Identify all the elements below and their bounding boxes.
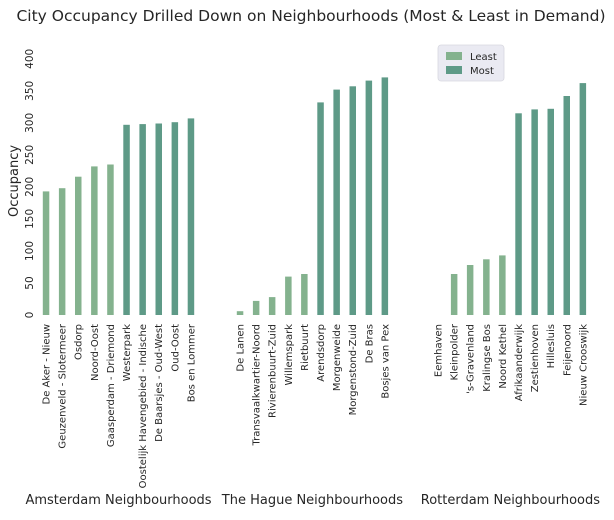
panel-0: De Aker - Nieuw Geuzenveld - Slotermeer Os… bbox=[25, 118, 212, 508]
bar-most bbox=[139, 124, 146, 315]
bar-most bbox=[333, 89, 340, 315]
x-tick-label: Noord-Oost bbox=[90, 324, 101, 381]
chart-title: City Occupancy Drilled Down on Neighbour… bbox=[16, 7, 605, 25]
x-tick-label: Kleinpolder bbox=[450, 323, 461, 380]
x-tick-label: Nieuw Crooswijk bbox=[578, 324, 589, 406]
x-tick-label: Morgenstond-Zuid bbox=[348, 324, 359, 415]
bar-most bbox=[123, 124, 130, 315]
y-tick-label: 350 bbox=[24, 81, 36, 101]
bar-most bbox=[381, 77, 389, 316]
y-tick-label: 50 bbox=[24, 276, 36, 289]
bar-least bbox=[268, 297, 276, 315]
bar-most bbox=[515, 113, 522, 316]
x-tick-label: Geuzenveld - Slotermeer bbox=[58, 323, 69, 448]
x-tick-label: Morgenweide bbox=[332, 324, 343, 391]
bar-least bbox=[301, 274, 308, 315]
x-tick-label: De Bras bbox=[364, 324, 375, 363]
panel-1: De Lanen Transvaalkwartier-Noord Rivierenb… bbox=[221, 77, 403, 508]
x-tick-label: Noord Kethel bbox=[498, 324, 509, 389]
bar-most bbox=[547, 108, 554, 315]
x-tick-label: Osdorp bbox=[74, 324, 85, 360]
x-axis-label: Amsterdam Neighbourhoods bbox=[25, 493, 211, 508]
y-tick-label: 400 bbox=[24, 49, 36, 69]
x-tick-label: Willemspark bbox=[284, 324, 295, 386]
bar-most bbox=[187, 118, 195, 316]
bar-most bbox=[171, 122, 179, 315]
chart-panels: De Aker - Nieuw Geuzenveld - Slotermeer Os… bbox=[25, 77, 600, 508]
x-tick-label: De Baarsjes - Oud-West bbox=[154, 324, 165, 442]
x-tick-label: Transvaalkwartier-Noord bbox=[252, 324, 263, 447]
x-tick-label: Westerpark bbox=[122, 324, 133, 381]
y-tick-label: 300 bbox=[24, 113, 36, 133]
legend: Least Most bbox=[437, 44, 505, 82]
x-tick-label: Bos en Lommer bbox=[186, 323, 197, 402]
bar-most bbox=[349, 86, 356, 315]
bar-least bbox=[252, 300, 260, 315]
y-axis-label: Occupancy bbox=[7, 145, 22, 217]
bar-least bbox=[466, 265, 474, 315]
x-tick-label: Feijenoord bbox=[562, 324, 573, 376]
x-tick-label: De Aker - Nieuw bbox=[42, 324, 53, 404]
x-tick-label: Afrikaanderwijk bbox=[514, 324, 525, 401]
x-axis-label: The Hague Neighbourhoods bbox=[221, 493, 403, 508]
legend-label: Least bbox=[470, 52, 497, 63]
x-tick-label: Rivierenbuurt-Zuid bbox=[268, 324, 279, 418]
x-tick-label: Oostelijk Havengebied - Indische bbox=[138, 324, 149, 488]
x-tick-label: Hillesluis bbox=[546, 324, 557, 368]
bar-most bbox=[155, 123, 162, 315]
bar-least bbox=[42, 191, 50, 315]
x-axis-label: Rotterdam Neighbourhoods bbox=[421, 493, 601, 508]
bar-most bbox=[563, 96, 570, 315]
y-tick-label: 250 bbox=[24, 145, 36, 165]
bar-least bbox=[58, 188, 66, 315]
legend-label: Most bbox=[470, 66, 494, 77]
x-tick-label: De Lanen bbox=[236, 324, 247, 372]
x-tick-label: Rietbuurt bbox=[300, 324, 311, 371]
legend-swatch bbox=[446, 52, 462, 60]
legend-swatch bbox=[446, 66, 462, 74]
x-tick-label: Gaasperdam - Driemond bbox=[106, 324, 117, 447]
bar-least bbox=[236, 311, 244, 315]
bar-least bbox=[75, 176, 82, 315]
x-tick-label: Bosjes van Pex bbox=[380, 324, 391, 399]
bar-most bbox=[579, 83, 587, 315]
y-tick-label: 150 bbox=[24, 209, 36, 229]
x-tick-label: Arendsdorp bbox=[316, 324, 327, 382]
bar-least bbox=[91, 166, 98, 315]
x-tick-label: Zestienhoven bbox=[530, 324, 541, 392]
bar-least bbox=[499, 255, 506, 315]
bar-most bbox=[531, 109, 538, 316]
bar-least bbox=[483, 259, 490, 315]
bar-most bbox=[365, 80, 373, 315]
x-tick-label: 's-Gravenland bbox=[466, 324, 477, 394]
y-tick-label: 100 bbox=[24, 241, 36, 261]
y-tick-label: 0 bbox=[24, 312, 36, 319]
y-tick-label: 200 bbox=[24, 177, 36, 197]
bar-least bbox=[285, 276, 292, 315]
bar-most bbox=[317, 102, 324, 316]
bar-least bbox=[450, 274, 458, 315]
x-tick-label: Eemhaven bbox=[434, 324, 445, 377]
panel-2: Eemhaven Kleinpolder 's-Gravenland Kralings… bbox=[421, 83, 601, 508]
bar-least bbox=[107, 164, 114, 315]
x-tick-label: Kralingse Bos bbox=[482, 324, 493, 392]
y-axis-ticks: 0 50 100 150 200 250 300 350 400 bbox=[24, 49, 36, 319]
x-tick-label: Oud-Oost bbox=[170, 324, 181, 372]
